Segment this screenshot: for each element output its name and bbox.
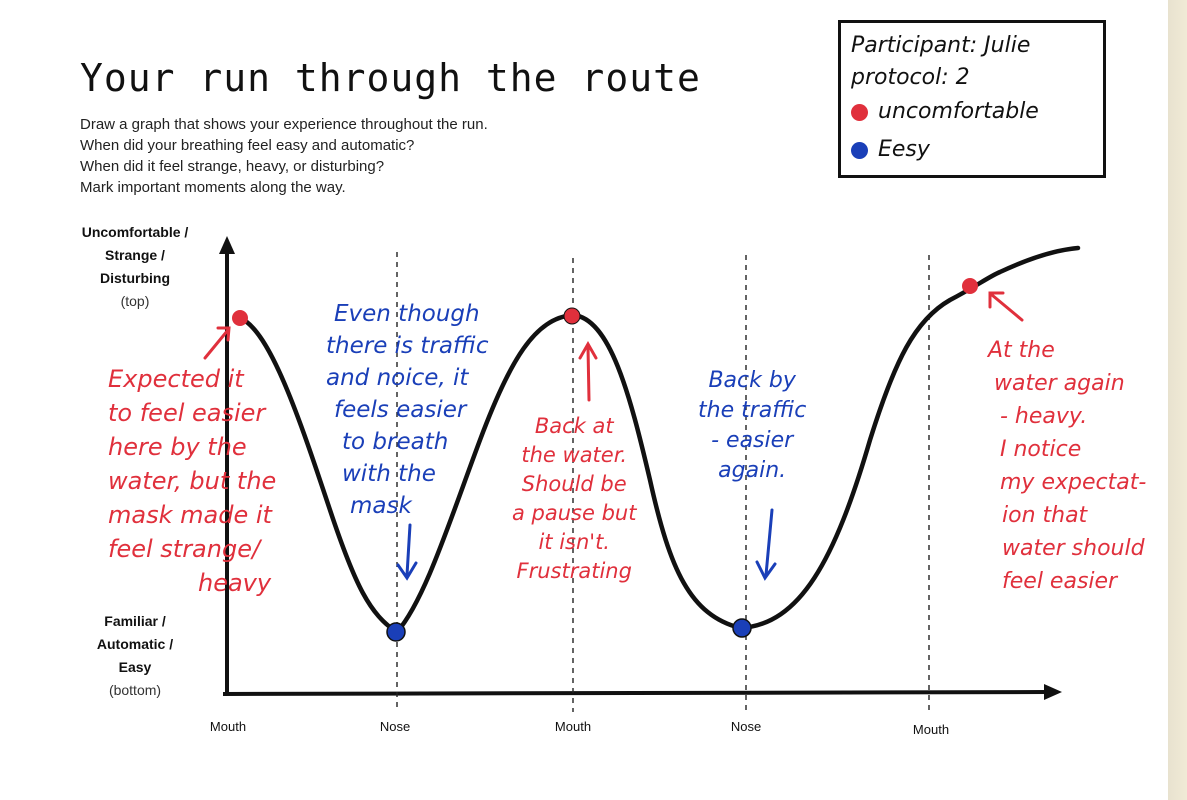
annotation-line: Even though <box>334 301 480 327</box>
instruction-line: Draw a graph that shows your experience … <box>80 116 488 133</box>
blue-dot-icon <box>851 141 868 159</box>
annotation-line: to feel easier <box>108 399 266 427</box>
red-dot-icon <box>851 103 868 121</box>
annotation-line: water, but the <box>108 467 277 495</box>
y-axis-arrowhead <box>219 236 235 254</box>
y-axis-bottom-label: Familiar / Automatic / Easy (bottom) <box>62 610 208 702</box>
legend-label: Eesy <box>878 137 930 162</box>
annotation-line: with the <box>342 461 436 487</box>
uncomfortable-point <box>232 310 248 326</box>
annotation-line: and noice, it <box>326 365 469 391</box>
annotation-line: water again <box>994 371 1125 396</box>
annotation-arrow <box>755 560 777 581</box>
annotation-line: the water. <box>521 443 628 467</box>
annotation-line: Should be <box>521 472 627 496</box>
annotation-arrow <box>764 508 774 577</box>
x-tick-label: Mouth <box>912 722 950 737</box>
instruction-line: When did your breathing feel easy and au… <box>80 137 415 154</box>
annotation-mouth-3: At the water again - heavy. I notice my … <box>988 334 1146 598</box>
annotation-line: a pause but <box>512 501 637 525</box>
y-top-line: Uncomfortable / <box>81 224 189 240</box>
y-bottom-line: Familiar / <box>104 613 166 629</box>
easy-point <box>732 618 752 638</box>
x-tick-label: Nose <box>379 719 411 734</box>
annotation-mouth-2: Back at the water. Should be a pause but… <box>512 412 636 586</box>
paper-edge <box>1168 0 1187 800</box>
annotation-arrow <box>405 523 412 577</box>
instruction-line: When did it feel strange, heavy, or dist… <box>80 158 385 175</box>
annotation-line: mask <box>350 493 412 519</box>
y-top-line: Strange / <box>105 247 165 263</box>
y-axis-top-label: Uncomfortable / Strange / Disturbing (to… <box>62 221 208 313</box>
x-axis-arrowhead <box>1044 684 1062 700</box>
y-top-line: Disturbing <box>100 270 170 286</box>
legend-label: uncomfortable <box>878 99 1039 124</box>
x-tick-label: Mouth <box>209 719 247 734</box>
instructions: Draw a graph that shows your experience … <box>80 114 488 198</box>
annotation-line: At the <box>988 338 1055 363</box>
annotation-line: Frustrating <box>516 559 632 583</box>
annotation-line: - easier <box>711 428 794 453</box>
page-title: Your run through the route <box>80 56 701 100</box>
protocol-label: protocol: 2 <box>851 65 970 90</box>
annotation-line: to breath <box>342 429 449 455</box>
annotation-arrow <box>988 291 1005 309</box>
annotation-line: the traffic <box>698 398 807 423</box>
easy-point <box>386 622 406 642</box>
annotation-line: Back at <box>534 414 614 438</box>
x-tick-label: Mouth <box>554 719 592 734</box>
annotation-line: feel easier <box>1002 569 1118 594</box>
annotation-arrow <box>396 561 418 581</box>
annotation-arrow <box>203 328 230 360</box>
annotation-line: mask made it <box>108 501 272 529</box>
uncomfortable-point <box>563 307 581 325</box>
annotation-line: it isn't. <box>538 530 610 554</box>
instruction-line: Mark important moments along the way. <box>80 179 346 196</box>
participant-label: Participant: Julie <box>851 33 1031 58</box>
annotation-line: Back by <box>708 368 796 393</box>
annotation-arrow <box>586 345 591 402</box>
annotation-arrow <box>216 326 231 342</box>
annotation-line: I notice <box>1000 437 1082 462</box>
annotation-line: feel strange/ <box>108 535 261 563</box>
participant-legend: Participant: Julie protocol: 2 uncomfort… <box>838 20 1106 178</box>
experience-curve <box>237 245 1081 635</box>
annotation-mouth-1: Expected it to feel easier here by the w… <box>108 362 276 600</box>
annotation-nose-1: Even though there is traffic and noice, … <box>326 298 489 522</box>
annotation-nose-2: Back by the traffic - easier again. <box>698 366 806 486</box>
y-bottom-line: Automatic / <box>96 636 174 652</box>
annotation-line: water should <box>1002 536 1145 561</box>
annotation-arrow <box>990 293 1024 322</box>
legend-item-uncomfortable: uncomfortable <box>851 99 1039 124</box>
legend-item-easy: Eesy <box>851 137 930 162</box>
annotation-line: feels easier <box>334 397 467 423</box>
annotation-line: ion that <box>1002 503 1088 528</box>
annotation-line: Expected it <box>108 365 244 393</box>
annotation-line: there is traffic <box>326 333 489 359</box>
annotation-line: heavy <box>198 569 272 597</box>
uncomfortable-point <box>962 278 978 294</box>
x-tick-label: Nose <box>730 719 762 734</box>
annotation-line: again. <box>718 458 787 483</box>
x-axis <box>222 690 1049 696</box>
y-bottom-line: Easy <box>118 659 152 675</box>
y-bottom-sub: (bottom) <box>108 682 162 698</box>
annotation-line: my expectat- <box>1000 470 1147 495</box>
annotation-line: here by the <box>108 433 247 461</box>
y-top-sub: (top) <box>120 293 150 309</box>
annotation-arrow <box>578 340 598 360</box>
annotation-line: - heavy. <box>1000 404 1088 429</box>
